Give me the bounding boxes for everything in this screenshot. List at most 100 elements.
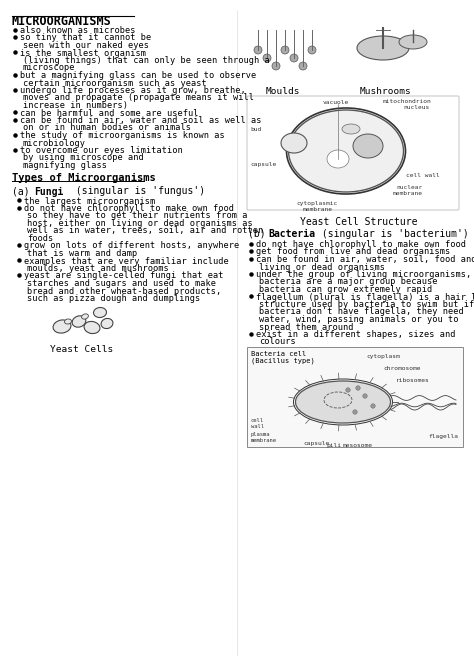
Text: get food from live and dead organisms: get food from live and dead organisms [256, 247, 450, 257]
Circle shape [299, 62, 307, 70]
Text: water, wind, passing animals or you to: water, wind, passing animals or you to [259, 315, 458, 324]
Text: (singular is 'bacterium'): (singular is 'bacterium') [316, 229, 469, 239]
Text: host, either on living or dead organisms as: host, either on living or dead organisms… [27, 219, 253, 228]
Ellipse shape [84, 322, 100, 334]
Text: cytoplasm: cytoplasm [366, 354, 400, 359]
Text: foods: foods [27, 234, 53, 243]
Text: microscope: microscope [23, 64, 75, 72]
Text: (b): (b) [248, 229, 272, 239]
Text: bacteria are a major group because: bacteria are a major group because [259, 277, 438, 287]
Text: Mushrooms: Mushrooms [360, 87, 412, 96]
Text: to overcome our eyes limitation: to overcome our eyes limitation [20, 146, 183, 155]
Text: Yeast Cells: Yeast Cells [50, 344, 113, 354]
Text: well as in water, trees, soil, air and rotten: well as in water, trees, soil, air and r… [27, 226, 263, 235]
Text: capsule: capsule [250, 162, 276, 167]
Text: under the group of living microorganisms,: under the group of living microorganisms… [256, 270, 471, 279]
Text: moulds, yeast and mushrooms: moulds, yeast and mushrooms [27, 264, 169, 273]
Ellipse shape [64, 319, 72, 324]
Text: by using microscope and: by using microscope and [23, 153, 144, 163]
Ellipse shape [281, 133, 307, 153]
Text: examples that are very familiar include: examples that are very familiar include [24, 257, 229, 265]
Ellipse shape [342, 124, 360, 134]
Text: plasma
membrane: plasma membrane [251, 432, 277, 443]
Text: colours: colours [259, 338, 296, 346]
Text: grow on lots of different hosts, anywhere: grow on lots of different hosts, anywher… [24, 241, 239, 251]
Circle shape [356, 386, 360, 390]
Text: do not have chlorophyll to make own food: do not have chlorophyll to make own food [24, 204, 234, 213]
Text: nuclear: nuclear [396, 185, 422, 190]
Text: do not have chlorophyll to make own food: do not have chlorophyll to make own food [256, 240, 466, 249]
Text: bacteria don't have flagella, they need: bacteria don't have flagella, they need [259, 308, 464, 316]
Ellipse shape [101, 318, 113, 328]
Text: Yeast Cell Structure: Yeast Cell Structure [300, 217, 418, 227]
Text: flagellum (plural is flagella) is a hair like: flagellum (plural is flagella) is a hair… [256, 293, 474, 302]
Circle shape [353, 410, 357, 414]
Text: cytoplasmic: cytoplasmic [296, 201, 337, 206]
FancyBboxPatch shape [247, 347, 463, 447]
Text: bud: bud [250, 127, 261, 132]
Text: starches and sugars and used to make: starches and sugars and used to make [27, 279, 216, 288]
Text: pili: pili [326, 443, 341, 448]
Text: is the smallest organism: is the smallest organism [20, 48, 146, 58]
Text: flagella: flagella [428, 434, 458, 439]
Text: MICROORGANISMS: MICROORGANISMS [12, 15, 112, 28]
Text: the largest microorganism: the largest microorganism [24, 196, 155, 206]
Circle shape [254, 46, 262, 54]
Text: Fungi: Fungi [34, 186, 64, 196]
Circle shape [363, 394, 367, 398]
Ellipse shape [353, 134, 383, 158]
Ellipse shape [357, 36, 409, 60]
Text: chromosome: chromosome [383, 366, 420, 371]
Text: certain microorganism such as yeast: certain microorganism such as yeast [23, 78, 207, 88]
Text: living or dead organisms: living or dead organisms [259, 263, 385, 271]
Circle shape [281, 46, 289, 54]
Text: exist in a different shapes, sizes and: exist in a different shapes, sizes and [256, 330, 456, 339]
Text: increase in numbers): increase in numbers) [23, 101, 128, 110]
Text: moves and propagate (propagate means it will: moves and propagate (propagate means it … [23, 94, 254, 103]
Text: the study of microorganisms is known as: the study of microorganisms is known as [20, 131, 225, 140]
Circle shape [371, 404, 375, 408]
Text: mitochondrion: mitochondrion [383, 99, 432, 104]
Text: can be found in air, water and soil as well as: can be found in air, water and soil as w… [20, 116, 262, 125]
Circle shape [263, 54, 271, 62]
Text: undergo life processes as it grow, breathe,: undergo life processes as it grow, breat… [20, 86, 246, 95]
Text: Bacteria cell
(Bacillus type): Bacteria cell (Bacillus type) [251, 351, 315, 364]
Ellipse shape [53, 320, 71, 333]
Text: cell
wall: cell wall [251, 418, 264, 429]
Ellipse shape [93, 308, 107, 318]
Text: on or in human bodies or animals: on or in human bodies or animals [23, 123, 191, 133]
Text: yeast are single-celled fungi that eat: yeast are single-celled fungi that eat [24, 271, 224, 281]
Ellipse shape [82, 314, 88, 319]
Text: Bacteria: Bacteria [268, 229, 315, 239]
Text: bread and other wheat-based products,: bread and other wheat-based products, [27, 287, 221, 295]
Text: cell wall: cell wall [406, 173, 440, 178]
Text: but a magnifying glass can be used to observe: but a magnifying glass can be used to ob… [20, 71, 256, 80]
Text: membrane: membrane [303, 207, 333, 212]
Text: (a): (a) [12, 186, 41, 196]
Text: (living things) that can only be seen through a: (living things) that can only be seen th… [23, 56, 270, 65]
Text: nucleus: nucleus [403, 105, 429, 110]
Text: can be harmful and some are useful: can be harmful and some are useful [20, 109, 199, 117]
Text: magnifying glass: magnifying glass [23, 161, 107, 170]
Text: microbiology: microbiology [23, 139, 86, 147]
Text: ribosomes: ribosomes [396, 378, 430, 383]
Ellipse shape [327, 150, 349, 168]
Ellipse shape [399, 35, 427, 49]
Circle shape [346, 388, 350, 392]
Ellipse shape [72, 316, 86, 327]
Ellipse shape [295, 381, 391, 423]
Circle shape [272, 62, 280, 70]
Text: spread them around: spread them around [259, 322, 354, 332]
Text: Moulds: Moulds [266, 87, 301, 96]
Text: that is warm and damp: that is warm and damp [27, 249, 137, 258]
Text: so they have to get their nutrients from a: so they have to get their nutrients from… [27, 212, 247, 220]
Text: seen with our naked eyes: seen with our naked eyes [23, 41, 149, 50]
Text: membrane: membrane [393, 191, 423, 196]
Text: also known as microbes: also known as microbes [20, 26, 136, 35]
Text: bacteria can grow extremely rapid: bacteria can grow extremely rapid [259, 285, 432, 294]
Text: so tiny that it cannot be: so tiny that it cannot be [20, 34, 151, 42]
Text: vacuole: vacuole [323, 100, 349, 105]
Text: capsule: capsule [303, 441, 329, 446]
Text: such as pizza dough and dumplings: such as pizza dough and dumplings [27, 294, 200, 303]
Text: structure used by bacteria to swim but if: structure used by bacteria to swim but i… [259, 300, 474, 309]
